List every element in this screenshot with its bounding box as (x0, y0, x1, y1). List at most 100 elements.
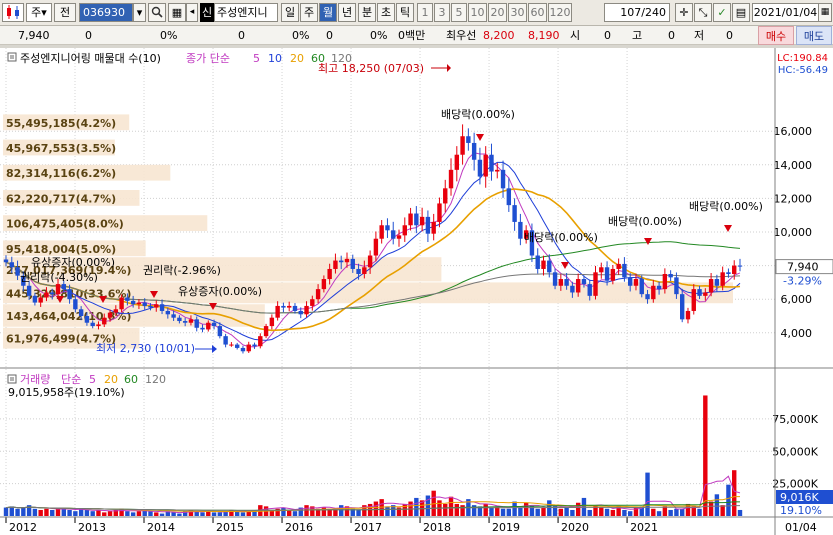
stock-chart[interactable]: 55,495,185(4.2%) 45,967,553(3.5%) 82,314,1… (0, 48, 833, 535)
high-annotation: 최고 18,250 (07/03) (318, 62, 424, 75)
market-value: 주 (31, 6, 42, 19)
volume-profile-label: 45,967,553(3.5%) (6, 142, 116, 155)
volume-bar (119, 508, 124, 516)
event-arrow-icon (561, 262, 569, 269)
volume-bar (518, 507, 523, 516)
volume-bar (495, 506, 500, 516)
period-second[interactable]: 초 (377, 3, 395, 22)
bar-count-input[interactable]: 107/240 (604, 3, 670, 22)
candle-body (15, 267, 20, 276)
period-month[interactable]: 월 (319, 3, 337, 22)
candle-body (547, 260, 552, 273)
volume-bar (38, 509, 43, 516)
candle-body (396, 235, 402, 239)
stock-code-input[interactable]: 036930 (79, 3, 133, 22)
candle-body (136, 302, 142, 305)
candle-body (460, 136, 465, 155)
volume-ma-120: 120 (145, 373, 166, 386)
candle-body (333, 260, 338, 269)
candle-body (240, 347, 246, 352)
volume-bar (529, 506, 535, 516)
interval-1[interactable]: 1 (417, 3, 433, 22)
pane-menu-icon[interactable] (7, 374, 17, 384)
grid-icon[interactable]: ▦ (168, 3, 186, 22)
calendar-icon[interactable]: ▤ (732, 3, 750, 22)
event-arrow-icon (56, 296, 64, 303)
candle-body (645, 294, 650, 300)
check-icon[interactable]: ✓ (713, 3, 731, 22)
candle-body (373, 238, 379, 256)
candle-body (552, 272, 558, 286)
trade-amount: 0백만 (398, 29, 426, 42)
volume-profile-bar (3, 164, 171, 181)
period-minute[interactable]: 분 (358, 3, 376, 22)
volume-profile-label: 143,464,042(10.8%) (6, 310, 131, 323)
period-day[interactable]: 일 (281, 3, 299, 22)
interval-3[interactable]: 3 (434, 3, 450, 22)
crosshair-icon[interactable]: ✛ (675, 3, 693, 22)
interval-30[interactable]: 30 (508, 3, 527, 22)
volume-bar (396, 507, 402, 516)
candle-body (651, 285, 656, 300)
sell-button[interactable]: 매도 (796, 26, 832, 45)
candle-body (269, 317, 275, 327)
market-select[interactable]: 주▾ (26, 3, 52, 22)
speaker-icon[interactable]: ◂ (186, 3, 198, 22)
price-tick-label: 12,000 (774, 192, 813, 205)
volume-bar (691, 506, 696, 516)
candle-body (668, 274, 673, 278)
date-input[interactable]: 2021/01/04 (752, 3, 819, 22)
prev-button[interactable]: 전 (54, 3, 76, 22)
period-week[interactable]: 주 (300, 3, 318, 22)
volume-bar (339, 505, 344, 516)
candle-body (697, 289, 702, 296)
interval-20[interactable]: 20 (488, 3, 507, 22)
bar-count: 107 (620, 6, 642, 19)
candle-body (339, 260, 344, 263)
interval-5[interactable]: 5 (451, 3, 467, 22)
volume-bar (732, 470, 737, 516)
pane-menu-icon[interactable] (7, 52, 17, 62)
candle-body (67, 289, 72, 300)
volume-profile-label: 55,495,185(4.2%) (6, 117, 116, 130)
volume-profile-bar (3, 190, 140, 206)
interval-60[interactable]: 60 (528, 3, 547, 22)
volume-bar (633, 507, 639, 516)
volume-bar (541, 507, 546, 516)
volume-bar (564, 507, 569, 516)
candle-body (391, 230, 396, 239)
volume-bar (165, 511, 171, 516)
candle-body (182, 321, 188, 323)
buy-button[interactable]: 매수 (758, 26, 794, 45)
calendar-icon[interactable]: ▦ (818, 3, 832, 22)
candle-chart-icon[interactable] (2, 3, 24, 22)
volume-bar (443, 503, 448, 516)
period-year[interactable]: 년 (338, 3, 356, 22)
lc-readout: LC:190.84 (777, 53, 828, 64)
volume-bar (96, 509, 101, 516)
volume-profile-label: 106,475,405(8.0%) (6, 218, 124, 231)
candle-body (200, 327, 205, 330)
volume-bar (55, 507, 61, 516)
price-tick-label: 6,000 (781, 293, 813, 306)
volume-ma-5: 5 (89, 373, 96, 386)
volume-bar (125, 511, 130, 516)
candle-body (327, 268, 332, 280)
volume-bar (15, 508, 20, 516)
volume-bar (651, 508, 656, 516)
interval-120[interactable]: 120 (548, 3, 572, 22)
rights-annotation: 유상증자(0.00%) (178, 285, 262, 298)
search-icon[interactable] (148, 3, 166, 22)
chevron-down-icon: ▾ (41, 6, 47, 19)
price-change: 0 (85, 29, 92, 42)
candle-body (32, 295, 38, 303)
period-tick[interactable]: 틱 (396, 3, 414, 22)
interval-10[interactable]: 10 (468, 3, 487, 22)
x-tick-label: 2014 (147, 521, 175, 534)
volume-bar (333, 509, 338, 516)
high-arrow-icon (447, 64, 451, 72)
candle-body (674, 277, 679, 295)
resize-icon[interactable]: ⤡ (694, 3, 712, 22)
candle-body (495, 169, 500, 172)
chevron-down-icon[interactable]: ▾ (133, 3, 146, 22)
